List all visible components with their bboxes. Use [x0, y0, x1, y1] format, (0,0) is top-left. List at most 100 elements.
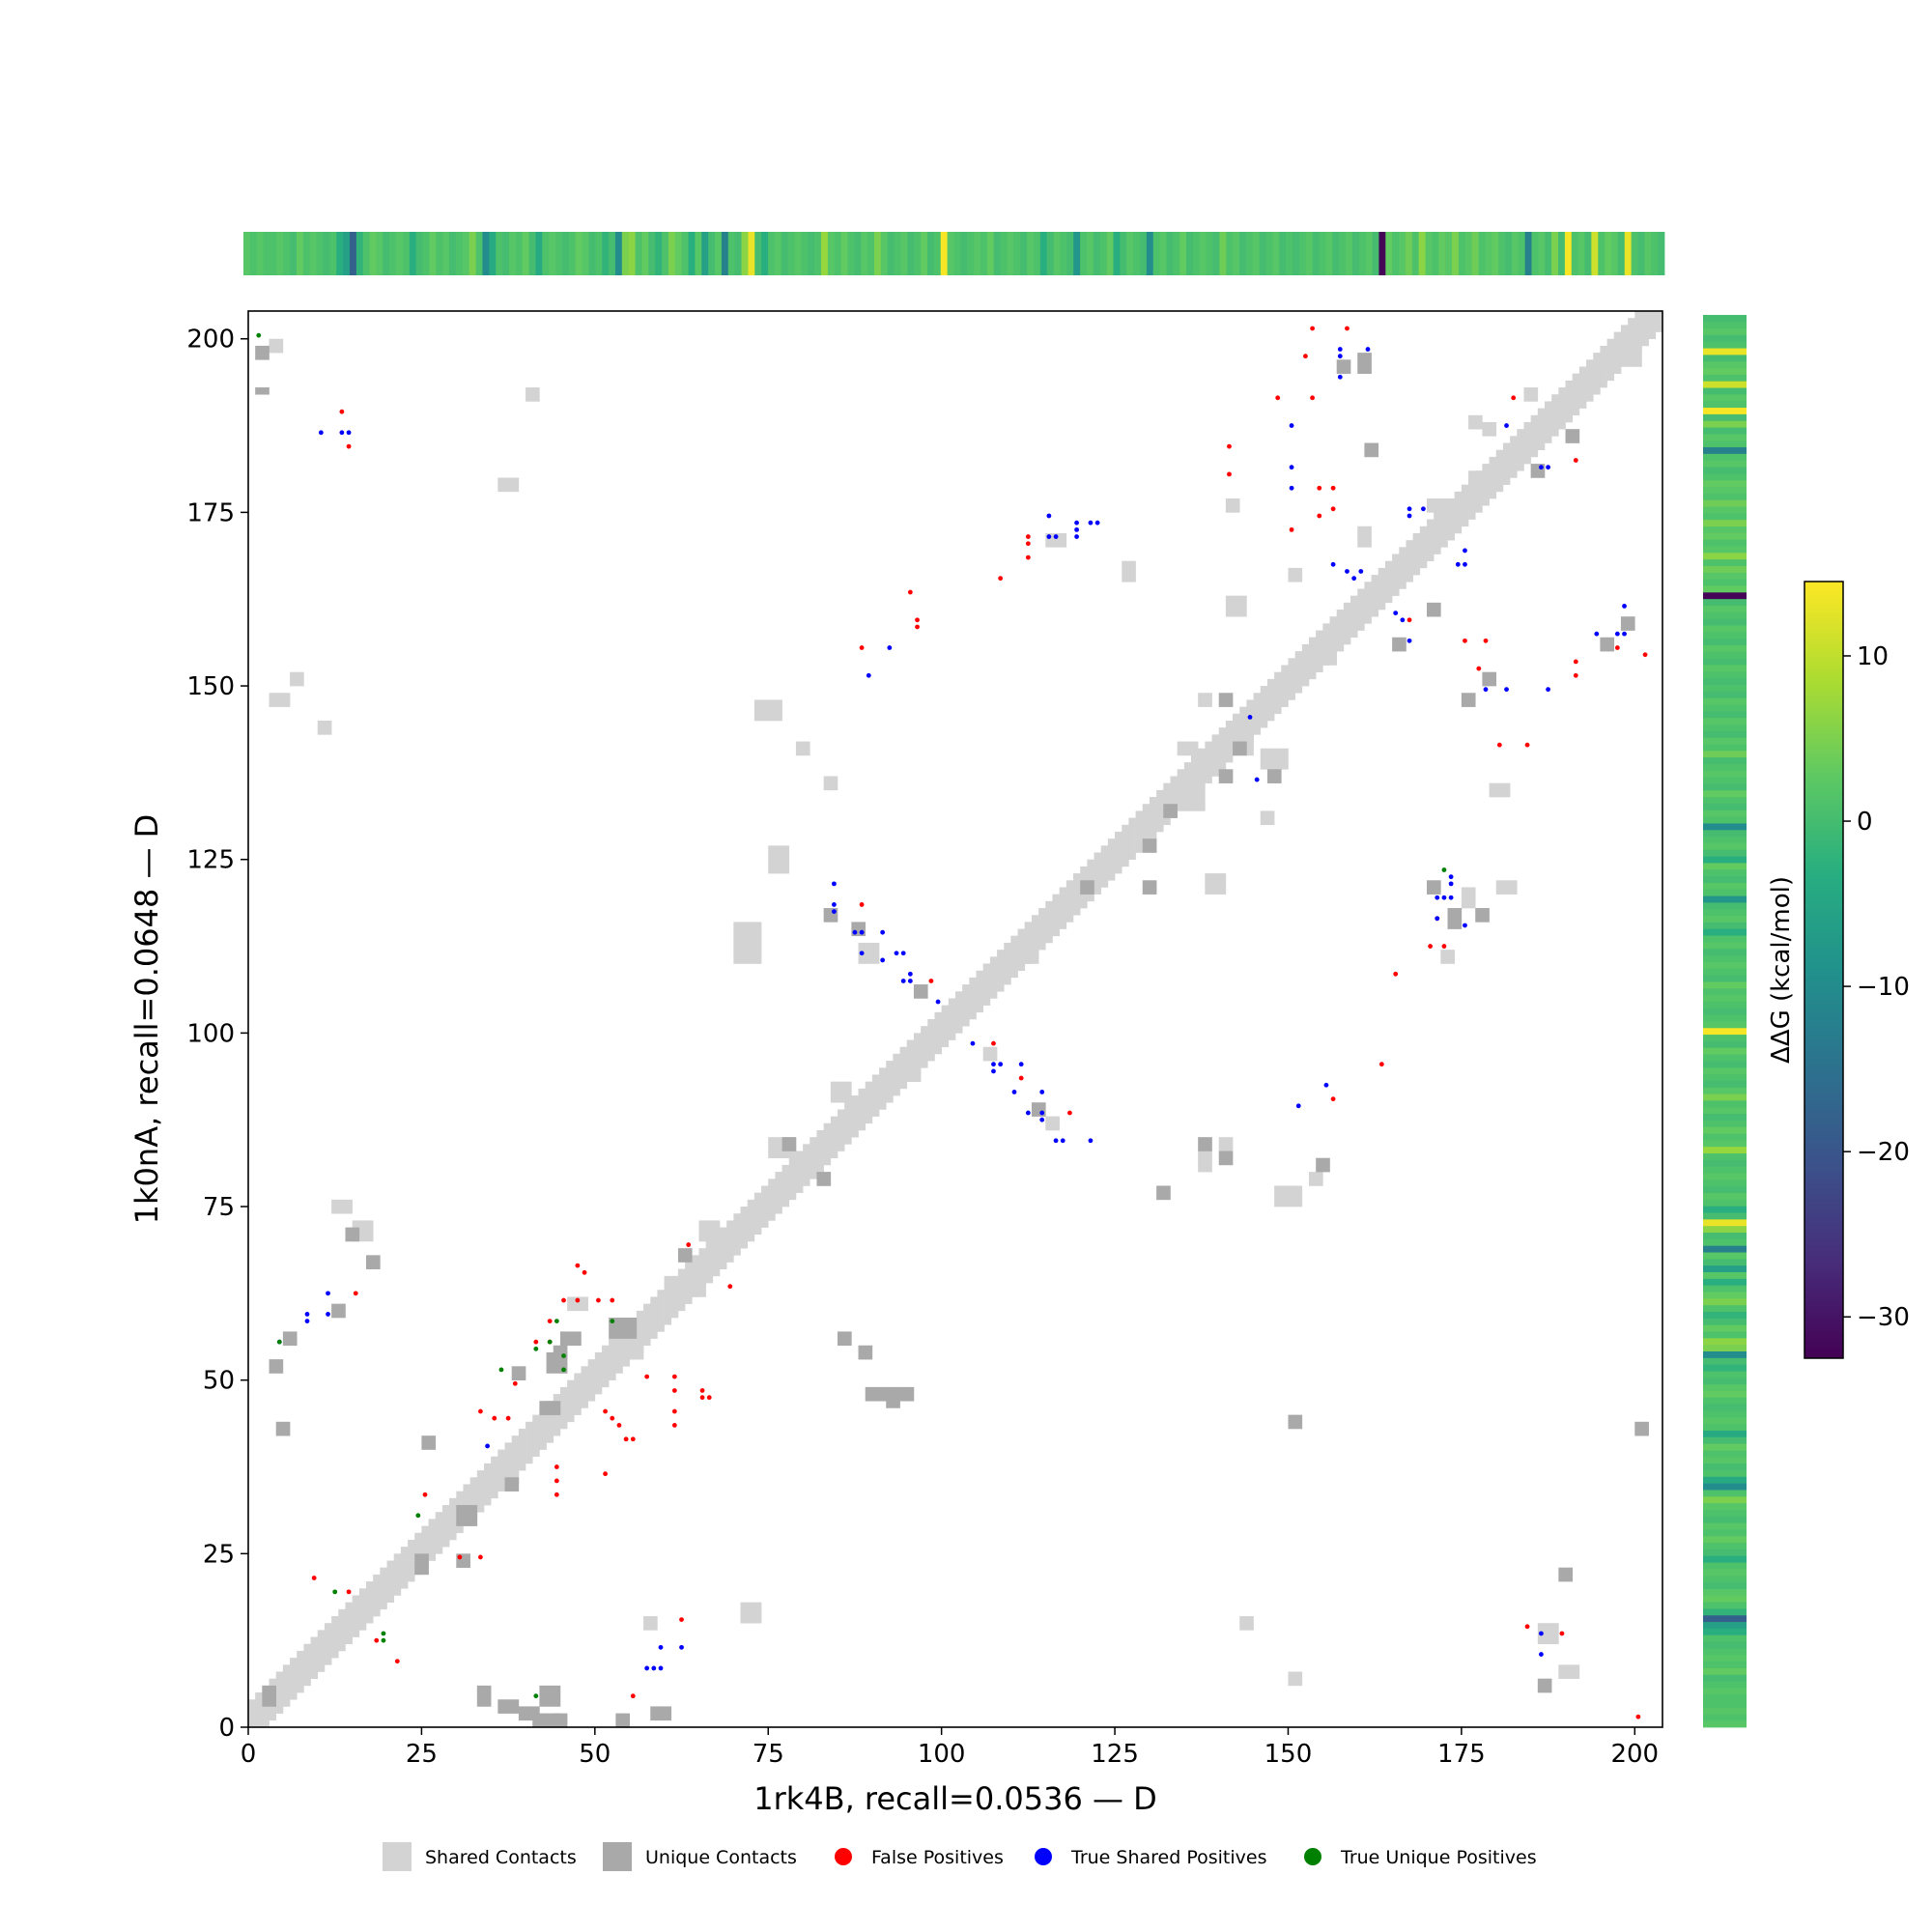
shared-contact-cell: [1170, 776, 1178, 783]
ddg-top-cell: [1351, 232, 1360, 275]
shared-contact-cell: [1461, 491, 1469, 499]
false-positive-point: [671, 1374, 677, 1379]
shared-contact-cell: [643, 1331, 651, 1339]
shared-contact-cell: [352, 1608, 360, 1617]
true-shared-positive-point: [880, 929, 886, 935]
shared-contact-cell: [1094, 859, 1102, 867]
false-positive-point: [630, 1693, 636, 1699]
shared-contact-cell: [484, 1463, 492, 1471]
false-positive-point: [630, 1436, 636, 1442]
ddg-right-cell: [1703, 1674, 1747, 1682]
shared-contact-cell: [1378, 588, 1386, 596]
ddg-top-cell: [1624, 232, 1633, 275]
shared-contact-cell: [899, 1046, 908, 1055]
shared-contact-cell: [1510, 449, 1518, 458]
shared-contact-cell: [345, 1616, 353, 1624]
ddg-right-cell: [1703, 539, 1747, 547]
shared-contact-cell: [720, 1227, 727, 1236]
ddg-top-cell: [469, 232, 476, 275]
ddg-right-cell: [1703, 1410, 1747, 1418]
shared-contact-cell: [670, 1296, 679, 1304]
shared-contact-cell: [1135, 810, 1144, 818]
shared-contact-cell: [1537, 408, 1546, 416]
shared-contact-cell: [1357, 602, 1365, 611]
shared-contact-cell: [331, 1650, 339, 1659]
ddg-top-cell: [1445, 232, 1453, 275]
shared-contact-cell: [1266, 693, 1275, 700]
ddg-right-cell: [1703, 1371, 1747, 1378]
true-shared-positive-point: [991, 1068, 996, 1074]
shared-contact-cell: [297, 1658, 304, 1665]
ddg-right-cell: [1703, 1720, 1747, 1728]
shared-contact-cell: [768, 1192, 776, 1201]
ddg-right-cell: [1703, 1192, 1747, 1200]
shared-contact-cell: [969, 984, 977, 992]
shared-contact-cell: [1551, 414, 1559, 423]
y-tick-label: 125: [186, 846, 235, 875]
ddg-right-cell: [1703, 1292, 1747, 1299]
shared-contact-cell: [1294, 678, 1303, 687]
shared-contact-cell: [1142, 831, 1151, 839]
shared-contact-cell: [1316, 665, 1323, 672]
false-positive-point: [1476, 666, 1482, 671]
shared-contact-cell: [1080, 866, 1088, 874]
shared-contact-cell: [1489, 477, 1497, 485]
shared-contact-cell: [740, 1207, 749, 1214]
shared-contact-cell: [1191, 762, 1199, 770]
ddg-top-cell: [1524, 232, 1532, 275]
shared-contact-cell: [1163, 797, 1171, 805]
shared-contact-cell: [1343, 623, 1351, 631]
shared-contact-cell: [1447, 512, 1456, 520]
shared-contact-cell: [1309, 665, 1317, 672]
false-positive-point: [1642, 652, 1648, 658]
shared-contact-cell: [338, 1616, 346, 1624]
ddg-top-cell: [422, 232, 430, 275]
ddg-right-cell: [1703, 1304, 1747, 1312]
unique-contact-cell: [1357, 353, 1372, 374]
shared-contact-cell: [1156, 810, 1164, 818]
shared-contact-cell: [310, 1650, 319, 1659]
shared-contact-cell: [428, 1547, 437, 1554]
true-shared-positive-point: [1289, 485, 1294, 491]
shared-contact-cell: [1059, 915, 1067, 923]
shared-contact-cell: [1274, 693, 1282, 700]
shared-contact-cell: [1094, 880, 1102, 888]
ddg-top-cell: [754, 232, 762, 275]
shared-contact-cell: [733, 922, 762, 964]
false-positive-point: [478, 1408, 483, 1414]
shared-contact-cell: [753, 1207, 762, 1214]
shared-contact-cell: [1122, 852, 1129, 861]
shared-contact-cell: [1135, 831, 1144, 839]
unique-contact-cell: [1142, 880, 1157, 895]
shared-contact-cell: [1419, 526, 1428, 534]
shared-contact-cell: [1274, 671, 1282, 680]
shared-contact-cell: [1419, 554, 1428, 562]
y-tick-label: 25: [203, 1540, 235, 1569]
ddg-top-cell: [648, 232, 656, 275]
shared-contact-cell: [1052, 908, 1060, 916]
ddg-right-cell: [1703, 1404, 1747, 1411]
shared-contact-cell: [1122, 560, 1136, 582]
ddg-top-cell: [362, 232, 371, 275]
shared-contact-cell: [546, 1428, 554, 1436]
shared-contact-cell: [705, 1262, 714, 1270]
shared-contact-cell: [865, 1081, 873, 1090]
true-shared-positive-point: [991, 1062, 996, 1067]
ddg-right-cell: [1703, 512, 1747, 521]
ddg-top-cell: [1252, 232, 1261, 275]
shared-contact-cell: [1211, 734, 1220, 742]
false-positive-point: [575, 1297, 581, 1303]
shared-contact-cell: [1100, 866, 1109, 874]
ddg-right-cell: [1703, 506, 1747, 514]
shared-contact-cell: [297, 1678, 304, 1687]
false-positive-point: [353, 1291, 358, 1296]
shared-contact-cell: [1427, 547, 1435, 554]
true-unique-positive-point: [561, 1367, 566, 1373]
shared-contact-cell: [526, 1456, 533, 1464]
shared-contact-cell: [1384, 560, 1393, 569]
ddg-right-cell: [1703, 961, 1747, 969]
true-shared-positive-point: [346, 430, 352, 436]
shared-contact-cell: [726, 1227, 734, 1236]
ddg-top-cell: [436, 232, 443, 275]
true-shared-positive-point: [1504, 687, 1509, 693]
